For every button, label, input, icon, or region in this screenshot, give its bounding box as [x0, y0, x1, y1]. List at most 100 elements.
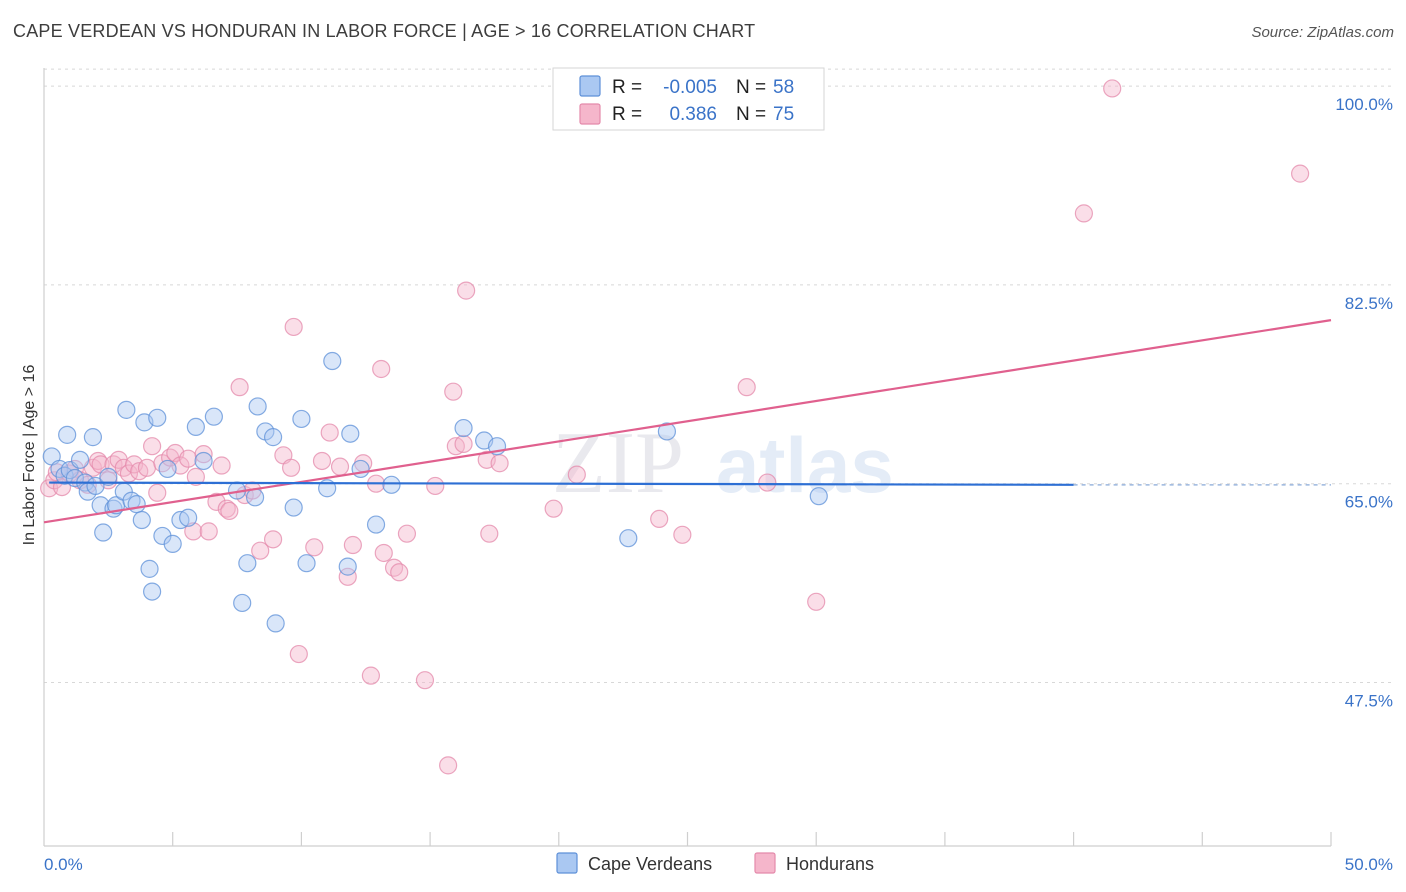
series-legend: Cape Verdeans Hondurans: [556, 852, 874, 874]
bottom-legend-label-cape-verdeans: Cape Verdeans: [588, 854, 712, 874]
x-ticks: [172, 832, 1332, 846]
cape-verdean-point-55: [657, 422, 677, 441]
honduran-point-73: [807, 592, 826, 611]
trend-lines: [43, 319, 1332, 524]
honduran-point-14: [114, 458, 133, 477]
honduran-point-71: [737, 378, 756, 397]
honduran-point-34: [230, 378, 249, 397]
cape-verdean-point-17: [117, 400, 136, 419]
cape-verdean-point-47: [341, 424, 360, 443]
x-tick-label-max: 50.0%: [1345, 855, 1393, 874]
legend-r-value-0: -0.005: [663, 77, 717, 98]
honduran-point-57: [415, 671, 435, 690]
x-tick-labels: 0.0% 50.0%: [44, 855, 1393, 874]
honduran-point-52: [372, 359, 391, 379]
axes: [43, 68, 1331, 847]
legend-n-label-0: N =: [736, 77, 766, 98]
cape-verdean-point-45: [323, 351, 342, 371]
cape-verdean-point-26: [158, 459, 177, 479]
trend-line-hondurans: [43, 319, 1332, 524]
cape-verdean-point-50: [382, 475, 401, 494]
source-label: Source: ZipAtlas.com: [1251, 24, 1394, 41]
honduran-point-41: [284, 317, 303, 337]
cape-verdean-point-9: [83, 428, 103, 447]
honduran-point-47: [338, 567, 357, 586]
series-hondurans: [40, 79, 1310, 775]
honduran-point-48: [343, 535, 362, 555]
bottom-legend-swatch-cape-verdeans: [556, 852, 578, 874]
honduran-point-9: [88, 451, 108, 471]
cape-verdean-point-8: [58, 425, 77, 444]
honduran-point-60: [444, 382, 463, 401]
y-tick-label-2: 82.5%: [1345, 294, 1393, 313]
cape-verdean-point-49: [366, 515, 386, 534]
honduran-point-44: [312, 451, 332, 471]
honduran-point-43: [305, 538, 324, 557]
cape-verdean-point-34: [233, 593, 252, 613]
cape-verdean-point-40: [266, 614, 285, 633]
honduran-point-19: [143, 437, 162, 456]
stats-legend: R = -0.005 N = 58 R = 0.386 N = 75: [552, 67, 825, 131]
honduran-point-62: [454, 434, 473, 454]
honduran-point-30: [207, 492, 226, 511]
cape-verdean-point-30: [186, 417, 205, 437]
honduran-point-33: [220, 501, 239, 521]
trend-line-cape-verdeans: [49, 481, 1074, 486]
bottom-legend-swatch-hondurans: [754, 852, 776, 874]
cape-verdean-point-42: [292, 409, 311, 429]
honduran-point-67: [544, 499, 563, 518]
bottom-legend-label-hondurans: Hondurans: [786, 854, 874, 874]
honduran-point-69: [650, 509, 669, 528]
honduran-point-31: [212, 456, 231, 475]
honduran-point-76: [1291, 164, 1310, 183]
honduran-point-45: [320, 423, 339, 442]
honduran-point-68: [567, 465, 586, 484]
honduran-point-29: [199, 522, 218, 541]
honduran-point-50: [361, 666, 380, 685]
cape-verdean-point-12: [94, 523, 113, 542]
honduran-point-65: [480, 524, 499, 543]
honduran-point-53: [374, 543, 393, 563]
cape-verdean-point-46: [338, 557, 357, 576]
legend-swatch-hondurans: [579, 103, 601, 125]
legend-n-label-1: N =: [736, 104, 766, 125]
honduran-point-75: [1103, 79, 1122, 98]
cape-verdean-point-31: [194, 451, 213, 471]
honduran-point-63: [457, 281, 476, 300]
cape-verdean-point-19: [127, 495, 146, 514]
honduran-point-74: [1074, 204, 1093, 223]
legend-r-value-1: 0.386: [669, 104, 717, 125]
honduran-point-66: [490, 454, 509, 473]
legend-swatch-cape-verdeans: [579, 75, 601, 97]
honduran-point-20: [148, 483, 167, 502]
cape-verdean-point-32: [204, 407, 223, 426]
honduran-point-42: [289, 644, 308, 664]
cape-verdean-point-20: [132, 510, 151, 530]
cape-verdean-point-24: [148, 408, 167, 427]
honduran-point-55: [390, 563, 409, 582]
cape-verdean-point-48: [351, 459, 370, 479]
legend-n-value-1: 75: [773, 104, 794, 125]
cape-verdean-point-37: [248, 397, 267, 416]
honduran-point-27: [186, 467, 205, 486]
cape-verdean-point-43: [297, 554, 316, 573]
legend-r-label-0: R =: [612, 77, 642, 98]
honduran-point-28: [194, 445, 213, 464]
cape-verdean-point-29: [179, 508, 198, 527]
honduran-point-37: [251, 541, 270, 560]
honduran-point-58: [426, 476, 445, 496]
y-tick-label-3: 100.0%: [1335, 95, 1393, 114]
honduran-point-26: [184, 522, 203, 541]
gridlines: [44, 68, 1392, 683]
cape-verdean-point-27: [163, 534, 182, 553]
honduran-point-70: [673, 525, 692, 544]
legend-r-label-1: R =: [612, 104, 642, 125]
honduran-point-40: [282, 458, 301, 477]
honduran-point-56: [397, 524, 417, 543]
series-cape-verdeans: [42, 351, 828, 633]
cape-verdean-point-13: [99, 467, 118, 486]
chart-title: CAPE VERDEAN VS HONDURAN IN LABOR FORCE …: [13, 21, 756, 41]
honduran-point-25: [179, 449, 198, 468]
cape-verdean-point-35: [238, 554, 257, 573]
